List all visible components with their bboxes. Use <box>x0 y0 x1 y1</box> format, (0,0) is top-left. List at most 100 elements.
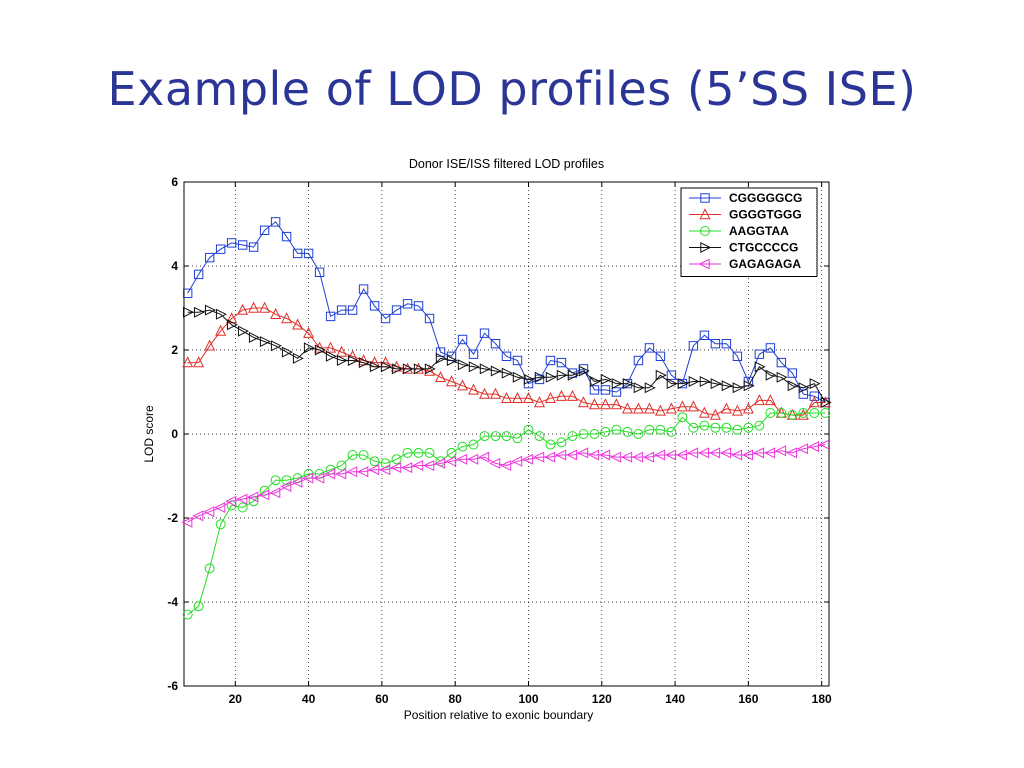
data-point-ctgccccg <box>369 361 381 373</box>
data-point-gagagaga <box>742 449 754 461</box>
data-point-cgggggcg <box>611 387 622 397</box>
y-tick-label: 6 <box>171 175 178 189</box>
data-point-ggggtggg <box>479 387 491 399</box>
data-point-aaggtaa <box>809 408 820 418</box>
data-point-ggggtggg <box>435 370 447 382</box>
data-point-ctgccccg <box>347 354 359 367</box>
data-point-cgggggcg <box>809 391 820 401</box>
data-point-ggggtggg <box>193 356 205 368</box>
data-point-ctgccccg <box>765 369 777 381</box>
data-point-aaggtaa <box>545 439 556 450</box>
data-point-cgggggcg <box>468 349 479 359</box>
data-point-ctgccccg <box>710 378 722 390</box>
data-point-ctgccccg <box>556 369 568 381</box>
data-point-ggggtggg <box>665 402 677 414</box>
data-point-aaggtaa <box>556 437 567 448</box>
data-point-cgggggcg <box>765 343 776 353</box>
data-point-gagagaga <box>577 447 589 459</box>
data-point-aaggtaa <box>710 422 721 433</box>
legend-marker-ggggtggg <box>699 208 711 220</box>
data-point-ggggtggg <box>566 389 578 401</box>
legend-marker-gagagaga <box>698 258 710 270</box>
data-point-gagagaga <box>324 468 336 480</box>
data-point-cgggggcg <box>721 339 732 349</box>
series-gagagaga <box>181 438 831 528</box>
data-point-aaggtaa <box>534 431 545 442</box>
series-line-aaggtaa <box>187 412 826 615</box>
data-point-gagagaga <box>236 493 248 505</box>
data-point-ctgccccg <box>611 378 623 390</box>
data-point-gagagaga <box>511 455 523 467</box>
data-point-gagagaga <box>390 462 402 474</box>
data-point-cgggggcg <box>369 301 380 311</box>
data-point-ctgccccg <box>787 380 799 392</box>
data-point-gagagaga <box>412 459 424 472</box>
data-point-aaggtaa <box>589 429 600 439</box>
data-point-cgggggcg <box>512 355 523 366</box>
data-point-ctgccccg <box>270 340 282 352</box>
data-point-ctgccccg <box>281 346 293 358</box>
data-point-ggggtggg <box>643 402 655 414</box>
data-point-cgggggcg <box>237 240 248 250</box>
data-point-ggggtggg <box>215 324 227 336</box>
data-point-cgggggcg <box>490 339 501 349</box>
data-point-cgggggcg <box>633 355 644 366</box>
series-ctgccccg <box>182 304 832 409</box>
data-point-ctgccccg <box>226 319 238 331</box>
y-tick-label: 2 <box>171 343 178 357</box>
data-point-cgggggcg <box>776 357 787 368</box>
data-point-ggggtggg <box>522 391 534 403</box>
data-point-cgggggcg <box>226 238 237 248</box>
data-point-ctgccccg <box>699 375 711 388</box>
data-point-ggggtggg <box>632 402 644 414</box>
x-tick-label: 160 <box>738 692 758 706</box>
data-point-ggggtggg <box>742 402 754 414</box>
data-point-aaggtaa <box>380 458 391 469</box>
legend-marker-ctgccccg <box>700 241 712 254</box>
data-point-gagagaga <box>203 506 215 518</box>
data-point-ctgccccg <box>479 363 491 375</box>
data-point-ctgccccg <box>545 371 557 383</box>
data-point-aaggtaa <box>193 601 204 612</box>
data-point-ggggtggg <box>599 398 611 410</box>
data-point-ctgccccg <box>666 378 678 390</box>
data-point-cgggggcg <box>787 368 798 378</box>
data-point-cgggggcg <box>204 252 215 263</box>
data-point-cgggggcg <box>699 330 710 341</box>
data-point-gagagaga <box>489 457 501 469</box>
data-point-ggggtggg <box>500 391 513 403</box>
data-point-aaggtaa <box>479 431 490 442</box>
data-point-cgggggcg <box>182 288 193 299</box>
data-point-ggggtggg <box>259 301 271 313</box>
data-point-aaggtaa <box>523 424 534 435</box>
data-point-cgggggcg <box>402 299 413 309</box>
data-point-cgggggcg <box>193 269 204 280</box>
data-point-gagagaga <box>566 449 578 461</box>
data-point-ctgccccg <box>446 354 458 367</box>
series-line-gagagaga <box>187 444 826 523</box>
data-point-gagagaga <box>720 447 732 459</box>
data-point-ggggtggg <box>687 400 699 412</box>
data-point-gagagaga <box>192 510 204 522</box>
data-point-ctgccccg <box>677 378 689 390</box>
chart-title: Donor ISE/ISS filtered LOD profiles <box>409 157 604 171</box>
series-cgggggcg <box>182 217 831 408</box>
data-point-ctgccccg <box>743 380 755 392</box>
data-point-ggggtggg <box>654 404 666 416</box>
legend-label-ggggtggg: GGGGTGGG <box>729 208 802 222</box>
data-point-ctgccccg <box>193 306 205 318</box>
legend-label-aaggtaa: AAGGTAA <box>729 224 789 238</box>
x-tick-label: 140 <box>665 692 685 706</box>
data-point-cgggggcg <box>380 313 391 324</box>
data-point-aaggtaa <box>644 424 655 435</box>
data-point-cgggggcg <box>644 343 655 353</box>
data-point-ggggtggg <box>698 406 710 418</box>
data-point-ctgccccg <box>215 308 227 320</box>
data-point-ctgccccg <box>589 375 601 388</box>
data-point-ctgccccg <box>248 331 260 343</box>
data-point-cgggggcg <box>600 385 611 395</box>
data-point-aaggtaa <box>413 447 424 458</box>
data-point-ctgccccg <box>325 350 337 362</box>
data-point-gagagaga <box>819 438 831 451</box>
